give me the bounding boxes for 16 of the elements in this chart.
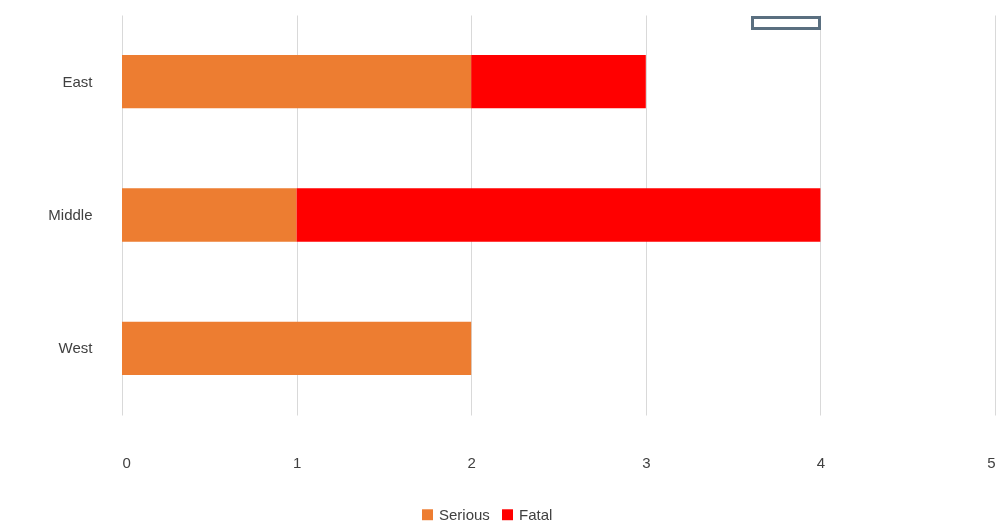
x-tick-label: 2 (467, 453, 476, 471)
bar (471, 55, 646, 109)
y-tick-label: East (62, 72, 94, 90)
bar (122, 188, 297, 242)
bar (122, 55, 472, 109)
bar (296, 188, 821, 242)
x-tick-label: 1 (292, 453, 302, 471)
x-tick-label: 0 (122, 453, 131, 471)
x-tick-label: 5 (987, 453, 996, 471)
legend-label: Fatal (519, 505, 553, 523)
bar (122, 321, 472, 375)
x-tick-label: 3 (642, 453, 651, 471)
y-tick-label: West (58, 339, 94, 357)
legend-label: Serious (439, 505, 490, 523)
y-tick-label: Middle (48, 206, 93, 223)
x-tick-label: 4 (816, 453, 826, 471)
